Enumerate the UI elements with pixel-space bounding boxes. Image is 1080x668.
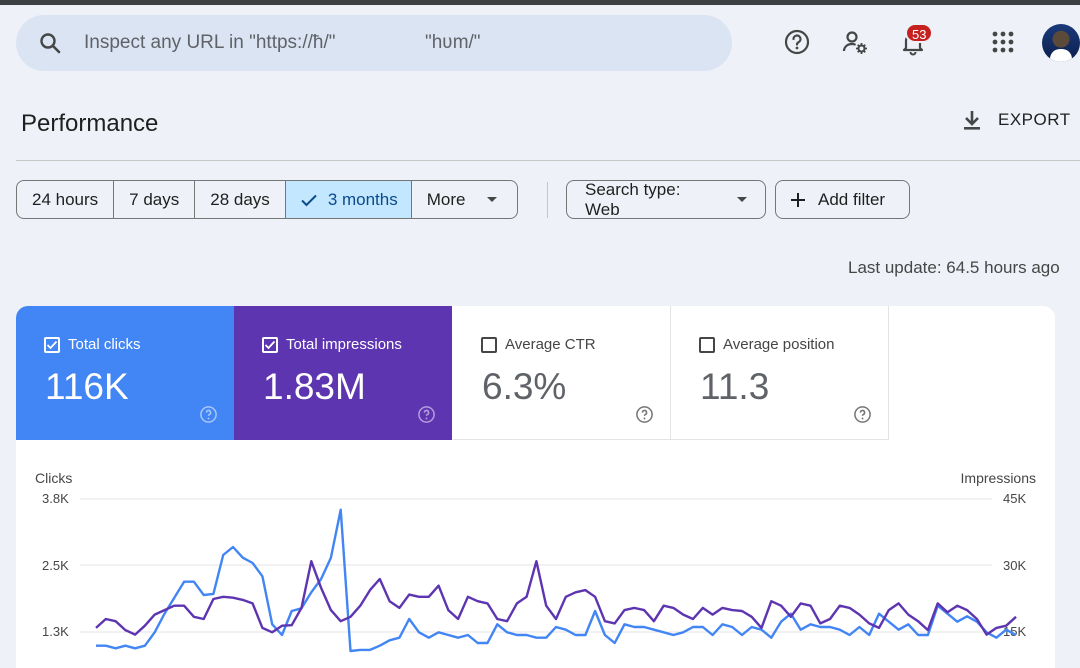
header-divider bbox=[16, 160, 1080, 161]
clicks-series-line bbox=[96, 508, 1017, 653]
metric-value: 116K bbox=[45, 366, 129, 407]
metric-label: Average position bbox=[723, 336, 835, 353]
metric-value: 11.3 bbox=[700, 366, 770, 407]
right-tick-label: 30K bbox=[1003, 558, 1027, 573]
dropdown-arrow-icon bbox=[737, 197, 747, 202]
search-placeholder: Inspect any URL in "https://ħ/" bbox=[84, 32, 336, 53]
page-title: Performance bbox=[21, 110, 159, 137]
left-tick-label: 3.8K bbox=[42, 491, 69, 506]
redaction-mask bbox=[338, 25, 434, 63]
filter-separator bbox=[547, 182, 548, 218]
export-label: EXPORT bbox=[998, 110, 1071, 129]
help-icon[interactable] bbox=[853, 405, 872, 424]
download-icon bbox=[964, 111, 980, 130]
help-icon[interactable] bbox=[635, 405, 654, 424]
date-option-7-days[interactable]: 7 days bbox=[114, 181, 196, 218]
date-option-3-months[interactable]: 3 months bbox=[285, 181, 412, 218]
metric-label: Total impressions bbox=[286, 336, 402, 353]
date-option-more[interactable]: More bbox=[412, 181, 518, 218]
date-option-28-days[interactable]: 28 days bbox=[195, 181, 286, 218]
url-inspection-search[interactable]: Inspect any URL in "https://ħ/" "hʋm/" bbox=[16, 15, 732, 71]
impressions-series-line bbox=[95, 559, 1017, 636]
left-tick-label: 2.5K bbox=[42, 558, 69, 573]
manage-users-icon[interactable] bbox=[841, 28, 869, 56]
window-top-edge bbox=[0, 0, 1080, 5]
metric-value: 6.3% bbox=[482, 366, 567, 407]
help-icon[interactable] bbox=[199, 405, 218, 424]
help-icon[interactable] bbox=[417, 405, 436, 424]
metric-average-position[interactable]: Average position 11.3 bbox=[671, 306, 889, 440]
date-option-label: 3 months bbox=[327, 189, 398, 209]
search-type-label: Search type: Web bbox=[585, 179, 681, 219]
help-icon[interactable] bbox=[783, 28, 811, 56]
metric-total-impressions[interactable]: Total impressions 1.83M bbox=[234, 306, 452, 440]
checkbox-unchecked-icon[interactable] bbox=[699, 336, 715, 353]
metric-label: Total clicks bbox=[68, 336, 141, 353]
left-axis-title: Clicks bbox=[35, 470, 73, 486]
notification-count-badge: 53 bbox=[905, 23, 934, 43]
metric-label: Average CTR bbox=[505, 336, 596, 353]
account-avatar[interactable] bbox=[1042, 24, 1080, 62]
search-type-filter[interactable]: Search type: Web bbox=[566, 180, 766, 219]
search-placeholder-end: "hʋm/" bbox=[425, 32, 481, 53]
right-tick-label: 15K bbox=[1003, 624, 1027, 639]
checkbox-checked-icon[interactable] bbox=[44, 336, 60, 353]
apps-grid-icon[interactable] bbox=[989, 28, 1017, 56]
date-option-24-hours[interactable]: 24 hours bbox=[17, 181, 115, 218]
right-axis-title: Impressions bbox=[960, 470, 1036, 486]
performance-line-chart bbox=[80, 498, 1017, 653]
dropdown-arrow-icon bbox=[487, 197, 498, 202]
add-filter-label: Add filter bbox=[818, 189, 886, 209]
metric-average-ctr[interactable]: Average CTR 6.3% bbox=[453, 306, 671, 440]
checkbox-checked-icon[interactable] bbox=[262, 336, 278, 353]
add-filter-button[interactable]: Add filter bbox=[775, 180, 910, 219]
metric-value: 1.83M bbox=[263, 366, 366, 407]
date-range-selector: 24 hours 7 days 28 days 3 months More bbox=[16, 180, 519, 219]
search-icon bbox=[40, 33, 61, 54]
metric-total-clicks[interactable]: Total clicks 116K bbox=[16, 306, 234, 440]
export-button[interactable]: EXPORT bbox=[960, 108, 1071, 132]
left-tick-label: 1.3K bbox=[42, 624, 69, 639]
performance-card: Total clicks 116K Total impressions 1.83… bbox=[16, 306, 1055, 668]
check-icon bbox=[301, 194, 317, 206]
checkbox-unchecked-icon[interactable] bbox=[481, 336, 497, 353]
last-update-text: Last update: 64.5 hours ago bbox=[848, 258, 1060, 277]
plus-icon bbox=[791, 192, 805, 207]
more-label: More bbox=[426, 189, 466, 209]
right-tick-label: 45K bbox=[1003, 491, 1027, 506]
